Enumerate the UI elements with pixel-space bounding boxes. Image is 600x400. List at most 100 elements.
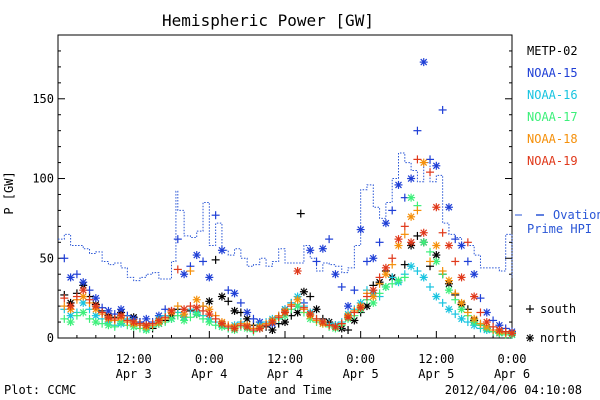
point-south-marker: [413, 206, 422, 215]
point-south-marker: [438, 267, 447, 276]
plot-frame: [57, 34, 513, 339]
point-south-marker: [413, 267, 422, 276]
point-south-marker: [463, 257, 472, 266]
point-north-marker: [255, 324, 264, 333]
point-north-marker: [482, 318, 491, 327]
point-north-marker: [356, 225, 365, 234]
point-south-marker: [161, 313, 170, 322]
point-north-marker: [205, 318, 214, 327]
point-south-marker: [362, 257, 371, 266]
point-south-marker: [249, 314, 258, 323]
point-south-marker: [173, 235, 182, 244]
point-north-marker: [129, 318, 138, 327]
point-north-marker: [243, 308, 252, 317]
point-south-marker: [236, 321, 245, 330]
x-tick-time: 12:00: [418, 352, 454, 366]
point-north-marker: [192, 310, 201, 319]
point-south-marker: [451, 257, 460, 266]
point-north-marker: [407, 193, 416, 202]
footer-right: 2012/04/06 04:10:08: [445, 383, 582, 397]
point-south-marker: [262, 321, 271, 330]
point-north-marker: [470, 270, 479, 279]
series-noaa-15: [60, 58, 516, 336]
point-north-marker: [205, 273, 214, 282]
legend-north-marker: [526, 334, 534, 342]
point-north-marker: [79, 292, 88, 301]
x-tick-time: 12:00: [267, 352, 303, 366]
point-north-marker: [432, 161, 441, 170]
series-noaa-19: [60, 155, 516, 338]
point-north-marker: [293, 295, 302, 304]
x-tick-date: Apr 4: [191, 367, 227, 381]
point-south-marker: [186, 313, 195, 322]
ovation-hpi-line: [58, 152, 513, 282]
ovation-legend-line2: Prime HPI: [527, 222, 592, 236]
point-north-marker: [192, 295, 201, 304]
point-north-marker: [407, 238, 416, 247]
legend: METP-02 NOAA-15 NOAA-16 NOAA-17 NOAA-18 NOAA-…: [515, 44, 600, 345]
point-north-marker: [306, 310, 315, 319]
point-north-marker: [293, 267, 302, 276]
point-north-marker: [369, 254, 378, 263]
legend-south-label: south: [540, 302, 576, 316]
point-south-marker: [287, 302, 296, 311]
point-south-marker: [135, 319, 144, 328]
point-north-marker: [79, 278, 88, 287]
point-south-marker: [98, 308, 107, 317]
point-north-marker: [457, 273, 466, 282]
point-south-marker: [299, 303, 308, 312]
point-south-marker: [306, 292, 315, 301]
point-north-marker: [180, 270, 189, 279]
point-south-marker: [148, 319, 157, 328]
point-north-marker: [344, 302, 353, 311]
point-north-marker: [356, 303, 365, 312]
y-tick-label: 50: [40, 251, 54, 265]
point-south-marker: [451, 310, 460, 319]
point-north-marker: [444, 203, 453, 212]
point-south-marker: [344, 326, 353, 335]
points-layer: [60, 58, 516, 339]
point-south-marker: [173, 265, 182, 274]
point-north-marker: [281, 308, 289, 317]
point-south-marker: [426, 247, 435, 256]
point-south-marker: [224, 322, 233, 331]
point-north-marker: [79, 308, 88, 317]
point-south-marker: [476, 294, 485, 303]
point-north-marker: [394, 180, 403, 189]
point-south-marker: [211, 314, 220, 323]
legend-entry-noaa-17: NOAA-17: [527, 110, 578, 124]
series-noaa-17: [60, 193, 516, 339]
x-tick-date: Apr 5: [343, 367, 379, 381]
point-north-marker: [432, 241, 441, 250]
point-north-marker: [205, 310, 214, 319]
point-south-marker: [72, 311, 81, 320]
point-south-marker: [489, 322, 498, 331]
point-south-marker: [274, 313, 283, 322]
point-north-marker: [381, 282, 390, 291]
point-north-marker: [318, 244, 327, 253]
x-tick-time: 0:00: [195, 352, 224, 366]
x-axis-label: Date and Time: [238, 383, 332, 397]
legend-north-label: north: [540, 331, 576, 345]
point-south-marker: [60, 254, 69, 263]
x-tick-time: 0:00: [498, 352, 527, 366]
legend-entry-noaa-15: NOAA-15: [527, 66, 578, 80]
legend-south-marker: [526, 305, 534, 313]
point-north-marker: [104, 313, 113, 322]
point-north-marker: [205, 297, 214, 306]
point-south-marker: [400, 230, 409, 239]
point-north-marker: [350, 316, 359, 325]
ovation-legend-line1: Ovation: [553, 208, 600, 222]
y-tick-label: 0: [47, 331, 54, 345]
point-north-marker: [419, 58, 428, 67]
point-south-marker: [388, 254, 397, 263]
point-north-marker: [66, 302, 75, 311]
point-north-marker: [495, 326, 504, 335]
point-north-marker: [381, 219, 390, 228]
point-south-marker: [463, 308, 472, 317]
point-south-marker: [350, 286, 359, 295]
point-south-marker: [375, 289, 384, 298]
point-south-marker: [325, 235, 334, 244]
y-axis-label: P [GW]: [2, 171, 16, 214]
